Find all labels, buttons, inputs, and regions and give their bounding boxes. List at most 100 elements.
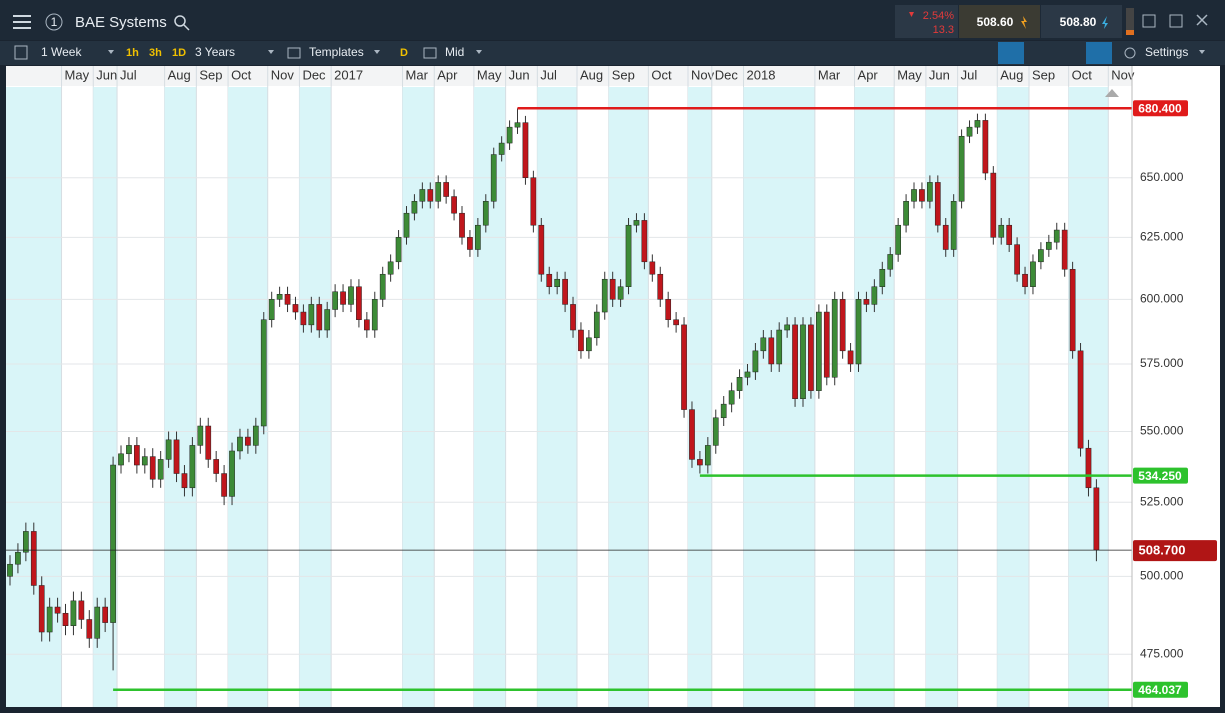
candle-body: [966, 126, 973, 137]
candle-body: [895, 224, 902, 255]
templates-dropdown[interactable]: Templates: [309, 45, 364, 59]
candle-body: [427, 189, 434, 202]
quick-interval[interactable]: 1h: [126, 47, 139, 59]
last-price-label: 508.700: [1139, 543, 1186, 558]
level-meter: [1126, 8, 1134, 35]
quick-interval[interactable]: 1D: [172, 47, 186, 59]
x-tick-label: Sep: [199, 67, 222, 82]
popout-icon[interactable]: [1169, 14, 1183, 28]
x-tick-label: Mar: [818, 67, 841, 82]
x-tick-label: Aug: [580, 67, 603, 82]
d-button[interactable]: D: [400, 47, 408, 59]
candle-body: [649, 261, 656, 275]
settings-dropdown[interactable]: Settings: [1145, 45, 1188, 59]
candle-body: [1053, 229, 1060, 243]
candle-body: [617, 286, 624, 300]
candle-body: [919, 189, 925, 202]
candle-body: [776, 329, 783, 365]
candle-body: [205, 425, 212, 460]
candle-body: [847, 350, 854, 365]
candle-body: [221, 473, 227, 497]
candle-body: [958, 135, 965, 202]
candle-body: [110, 464, 116, 623]
plot: May Jun Jul Aug Sep Oct Nov Dec 2017 Mar Apr May Jun…: [6, 66, 1217, 707]
y-tick-label: 500.000: [1140, 568, 1184, 582]
candle-body: [46, 606, 53, 633]
scroll-marker[interactable]: [1105, 89, 1119, 97]
x-tick-label: Sep: [612, 67, 635, 82]
close-icon[interactable]: [1196, 14, 1208, 26]
sell-icon: [1021, 16, 1027, 29]
candle-body: [1038, 249, 1044, 263]
alert-count: 1: [51, 15, 58, 29]
buy-button[interactable]: [1041, 5, 1122, 38]
level-meter-fill: [1126, 30, 1134, 35]
menu-button[interactable]: [13, 15, 31, 29]
candle-body: [340, 291, 346, 305]
candle-body: [506, 126, 513, 144]
level-label: 680.400: [1138, 101, 1182, 115]
candle-body: [292, 304, 299, 313]
candle-body: [276, 294, 283, 300]
quick-interval[interactable]: 3h: [149, 47, 162, 59]
candle-body: [514, 122, 521, 128]
candle-body: [443, 182, 449, 197]
level-label: 464.037: [1138, 683, 1182, 697]
candle-body: [475, 224, 481, 250]
candle-body: [284, 294, 291, 305]
candle-body: [102, 606, 109, 623]
candle-body: [490, 154, 497, 202]
candle-body: [1077, 350, 1084, 449]
candle-body: [118, 453, 124, 466]
candle-body: [609, 278, 616, 300]
active-tool[interactable]: [998, 42, 1024, 64]
candle-body: [165, 439, 172, 460]
dropdown-caret: [268, 50, 274, 54]
change-box: [895, 5, 958, 38]
y-tick-label: 650.000: [1140, 170, 1184, 184]
candle-body: [260, 319, 267, 427]
y-tick-label: 550.000: [1140, 424, 1184, 438]
candle-body: [86, 619, 93, 639]
instrument-name[interactable]: BAE Systems: [75, 14, 167, 31]
alert-badge[interactable]: [45, 13, 63, 31]
candle-body: [990, 172, 997, 238]
interval-dropdown[interactable]: 1 Week: [41, 45, 82, 59]
candle-body: [530, 177, 537, 226]
candle-body: [887, 254, 894, 270]
candle-body: [625, 224, 632, 287]
templates-icon: [287, 47, 301, 59]
candle-body: [403, 212, 410, 238]
candle-body: [141, 456, 148, 466]
range-dropdown[interactable]: 3 Years: [195, 45, 235, 59]
candle-body: [356, 286, 362, 320]
toolbar-panel-icon[interactable]: [14, 45, 28, 60]
candle-body: [252, 425, 259, 446]
candle-body: [419, 189, 426, 202]
candle-body: [808, 324, 814, 391]
last-price-tag: [1133, 540, 1217, 562]
candle-body: [879, 268, 886, 287]
candle-body: [633, 220, 640, 226]
x-tick-label: Jun: [929, 67, 950, 82]
change-abs: 13.3: [933, 24, 954, 36]
candle-body: [15, 551, 21, 565]
candle-body: [546, 273, 553, 287]
candle-body: [554, 278, 561, 287]
candle-body: [387, 261, 394, 275]
search-icon[interactable]: [174, 15, 190, 31]
candle-body: [435, 182, 442, 202]
candle-body: [237, 436, 243, 452]
candle-body: [245, 436, 251, 446]
active-tool[interactable]: [1086, 42, 1112, 64]
candle-body: [982, 120, 989, 174]
candle-body: [1030, 261, 1036, 287]
candle-body: [720, 403, 727, 419]
expand-icon[interactable]: [1142, 14, 1156, 28]
x-tick-label: Dec: [302, 67, 326, 82]
price-type-dropdown[interactable]: Mid: [445, 45, 464, 59]
month-band: [402, 87, 435, 707]
candle-body: [324, 309, 331, 331]
y-tick-label: 475.000: [1140, 646, 1184, 660]
